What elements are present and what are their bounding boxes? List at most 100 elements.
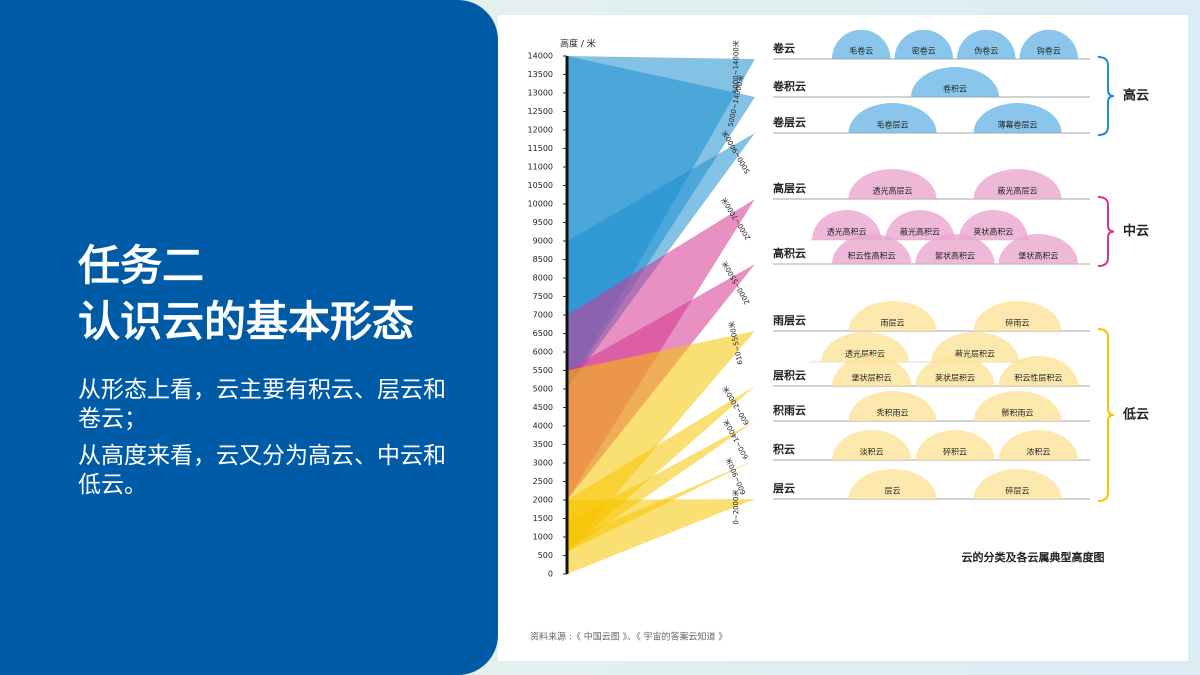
y-tick-label: 3000 xyxy=(533,459,553,468)
group-bracket xyxy=(1097,196,1115,267)
cloud-bubble xyxy=(832,430,912,460)
row-name: 层积云 xyxy=(772,368,806,382)
y-tick-label: 2500 xyxy=(533,477,553,486)
range-label: 5000~14000米 xyxy=(731,40,741,93)
title-line: 任务二 xyxy=(78,241,205,290)
cloud-bubble xyxy=(848,169,937,199)
species-label: 卷积云 xyxy=(943,84,967,94)
group-bracket xyxy=(1097,56,1115,136)
species-label: 伪卷云 xyxy=(974,46,998,56)
row-name: 积雨云 xyxy=(773,403,806,417)
species-label: 浓积云 xyxy=(1026,447,1050,457)
cloud-bubble xyxy=(848,103,937,133)
y-tick-label: 14000 xyxy=(528,52,553,61)
y-tick-label: 7500 xyxy=(533,292,553,301)
y-tick-label: 5000 xyxy=(533,385,553,394)
y-tick-label: 1500 xyxy=(533,514,553,523)
y-tick-label: 9000 xyxy=(533,237,553,246)
y-tick-label: 3500 xyxy=(533,440,553,449)
cloud-bubble xyxy=(821,332,909,362)
y-tick-label: 1000 xyxy=(533,533,553,542)
cloud-bubble xyxy=(973,169,1062,199)
y-tick-label: 6000 xyxy=(533,348,553,357)
row-name: 卷层云 xyxy=(772,115,806,129)
y-tick-label: 0 xyxy=(548,570,553,579)
y-tick-label: 2000 xyxy=(533,496,553,505)
species-label: 荚状层积云 xyxy=(935,373,975,383)
species-label: 堡状高积云 xyxy=(1018,251,1058,261)
left-panel: 任务二 认识云的基本形态 从形态上看，云主要有积云、层云和卷云； 从高度来看，云… xyxy=(0,0,498,675)
species-label: 碎积云 xyxy=(943,447,967,457)
species-label: 淡积云 xyxy=(860,447,884,457)
row-name: 高层云 xyxy=(773,181,806,195)
body-text: 从形态上看，云主要有积云、层云和卷云； 从高度来看，云又分为高云、中云和低云。 xyxy=(78,376,468,508)
cloud-bubble xyxy=(957,29,1016,59)
cloud-bubble xyxy=(973,301,1062,331)
y-tick-label: 12500 xyxy=(528,107,553,116)
row-name: 高积云 xyxy=(773,246,806,260)
species-label: 碎雨云 xyxy=(1006,318,1030,328)
y-tick-label: 9500 xyxy=(533,218,553,227)
y-tick-label: 10000 xyxy=(528,200,553,209)
y-tick-label: 6500 xyxy=(533,329,553,338)
species-label: 秃积雨云 xyxy=(877,408,909,418)
species-label: 毛卷层云 xyxy=(877,120,909,130)
species-label: 鬃积雨云 xyxy=(1002,408,1034,418)
row-name: 积云 xyxy=(773,442,795,456)
species-label: 透光高层云 xyxy=(873,186,913,196)
species-label: 积云性层积云 xyxy=(1014,373,1062,383)
group-name: 高云 xyxy=(1123,88,1149,104)
cloud-bubble xyxy=(973,391,1062,421)
row-name: 卷云 xyxy=(772,41,795,55)
cloud-bubble xyxy=(911,67,999,97)
y-tick-label: 11500 xyxy=(528,144,553,153)
y-tick-label: 11000 xyxy=(528,163,553,172)
y-tick-label: 500 xyxy=(538,551,553,560)
cloud-bubble xyxy=(998,430,1078,460)
species-label: 钩卷云 xyxy=(1037,46,1061,56)
altitude-band xyxy=(567,499,755,574)
cloud-bubble xyxy=(915,233,995,264)
cloud-bubble xyxy=(958,210,1028,240)
cloud-bubble xyxy=(998,356,1078,386)
species-label: 薄幕卷层云 xyxy=(998,120,1038,130)
rows: 5000~14000米 卷云 毛卷云 密卷云 伪卷云 钩卷云5000~14000米 卷积云卷… xyxy=(719,29,1090,525)
group-bracket xyxy=(1097,328,1115,502)
cloud-bubble xyxy=(848,301,937,331)
bands xyxy=(567,56,755,574)
cloud-bubble xyxy=(885,209,955,240)
cloud-bubble xyxy=(832,234,912,264)
species-label: 积云性高积云 xyxy=(848,251,896,261)
species-label: 荚状高积云 xyxy=(973,227,1013,237)
y-tick-label: 8500 xyxy=(533,255,553,264)
y-axis-label: 高度 / 米 xyxy=(560,38,596,50)
species-label: 蔽光高积云 xyxy=(900,227,940,237)
slide-title: 任务二 认识云的基本形态 xyxy=(78,238,414,350)
cloud-bubble xyxy=(848,391,937,421)
cloud-bubble xyxy=(832,356,912,386)
species-label: 透光层积云 xyxy=(845,349,885,359)
cloud-bubble xyxy=(848,469,937,499)
cloud-bubble xyxy=(832,29,891,59)
y-tick-label: 12000 xyxy=(528,126,553,135)
species-label: 蔽光高层云 xyxy=(998,186,1038,196)
y-tick-label: 10500 xyxy=(528,181,553,190)
row-name: 卷积云 xyxy=(772,79,806,93)
paragraph: 从高度来看，云又分为高云、中云和低云。 xyxy=(78,443,446,498)
species-label: 蔽光层积云 xyxy=(955,349,995,359)
species-label: 碎层云 xyxy=(1006,486,1030,496)
species-label: 层云 xyxy=(885,487,901,496)
row-name: 雨层云 xyxy=(773,314,806,327)
y-tick-label: 13500 xyxy=(528,70,553,79)
species-label: 絮状高积云 xyxy=(935,251,975,261)
species-label: 堡状层积云 xyxy=(852,373,892,383)
y-tick-label: 4500 xyxy=(533,403,553,412)
cloud-bubble xyxy=(973,469,1062,499)
cloud-bubble xyxy=(931,332,1019,362)
altitude-band xyxy=(567,331,755,552)
title-line: 认识云的基本形态 xyxy=(78,297,415,346)
range-label: 0~2000米 xyxy=(731,490,740,525)
species-label: 透光高积云 xyxy=(827,227,867,237)
